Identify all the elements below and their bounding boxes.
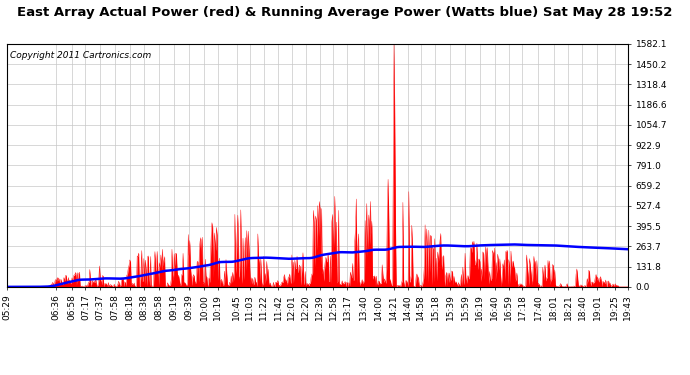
Text: East Array Actual Power (red) & Running Average Power (Watts blue) Sat May 28 19: East Array Actual Power (red) & Running … (17, 6, 673, 19)
Text: Copyright 2011 Cartronics.com: Copyright 2011 Cartronics.com (10, 51, 151, 60)
